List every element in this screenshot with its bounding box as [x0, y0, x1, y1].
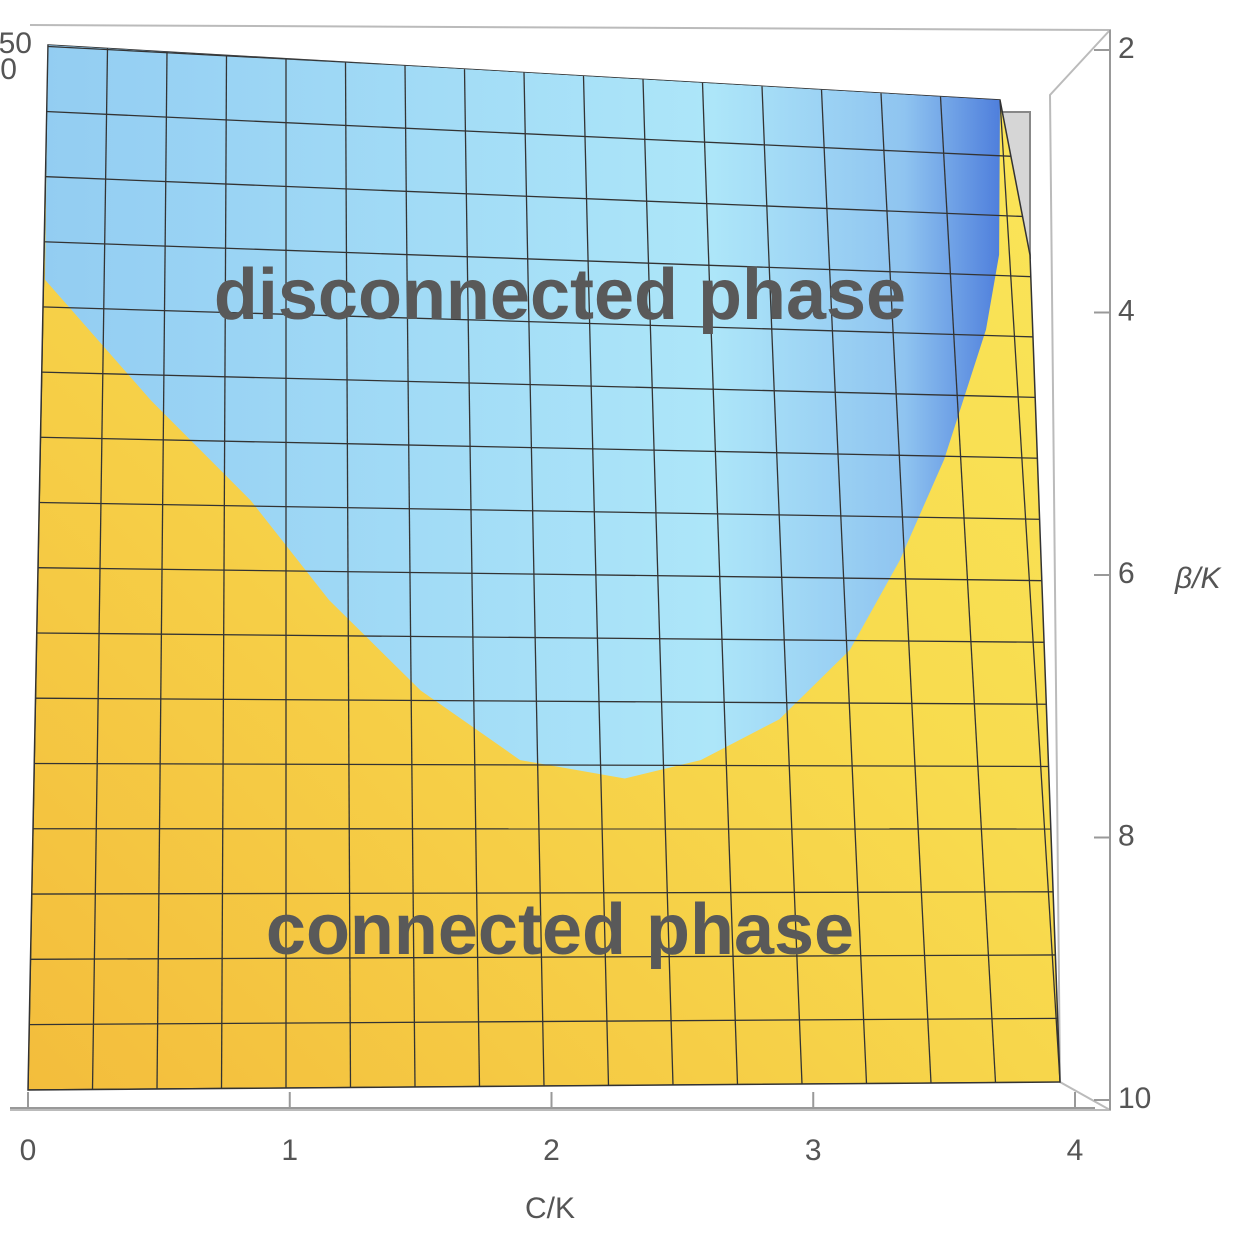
mesh-line — [28, 436, 1060, 460]
y-tick-label: 2 — [1118, 32, 1135, 65]
mesh-line — [582, 75, 610, 1086]
mesh-line — [28, 954, 1060, 961]
mesh-line — [999, 99, 1060, 1083]
x-tick-label: 4 — [1067, 1134, 1084, 1167]
mesh-line — [820, 89, 868, 1084]
mesh-line — [523, 72, 545, 1087]
annotation: connected phase — [266, 890, 854, 970]
x-tick-label: 2 — [543, 1134, 560, 1167]
x-tick-label: 3 — [805, 1134, 822, 1167]
mesh-line — [156, 51, 168, 1090]
mesh-line — [28, 1017, 1060, 1026]
disconnected-region — [45, 45, 1000, 779]
x-axis-label: C/K — [525, 1192, 575, 1225]
x-tick-label: 0 — [20, 1134, 37, 1167]
mesh-line — [761, 86, 803, 1085]
mesh-line — [28, 240, 1060, 279]
mesh-line — [939, 96, 997, 1083]
x-tick-label: 1 — [281, 1134, 298, 1167]
mesh-line — [28, 697, 1060, 706]
mesh-line — [28, 891, 1060, 895]
y-tick-label: 4 — [1118, 294, 1135, 327]
mesh-line — [463, 69, 481, 1087]
y-tick-label: 8 — [1118, 819, 1135, 852]
mesh-line — [28, 566, 1060, 582]
mesh-line — [28, 305, 1060, 339]
mesh-line — [28, 370, 1060, 399]
y-tick-label: 10 — [1118, 1082, 1151, 1115]
mesh-line — [642, 79, 674, 1086]
mesh-line — [28, 109, 1060, 160]
annotation: disconnected phase — [214, 255, 906, 335]
z-tick-label: 50 — [0, 27, 32, 60]
y-tick-label: 6 — [1118, 557, 1135, 590]
mesh-line — [701, 82, 739, 1085]
mesh-line — [28, 762, 1060, 768]
y-axis-label: β/K — [1174, 562, 1222, 595]
mesh-line — [28, 501, 1060, 521]
mesh-line — [344, 62, 352, 1088]
z-tick-label: 100 — [0, 53, 17, 86]
mesh-line — [220, 55, 228, 1089]
mesh-line — [404, 65, 416, 1088]
mesh-line — [28, 632, 1060, 644]
mesh-line — [880, 93, 932, 1084]
mesh-line — [28, 174, 1060, 220]
